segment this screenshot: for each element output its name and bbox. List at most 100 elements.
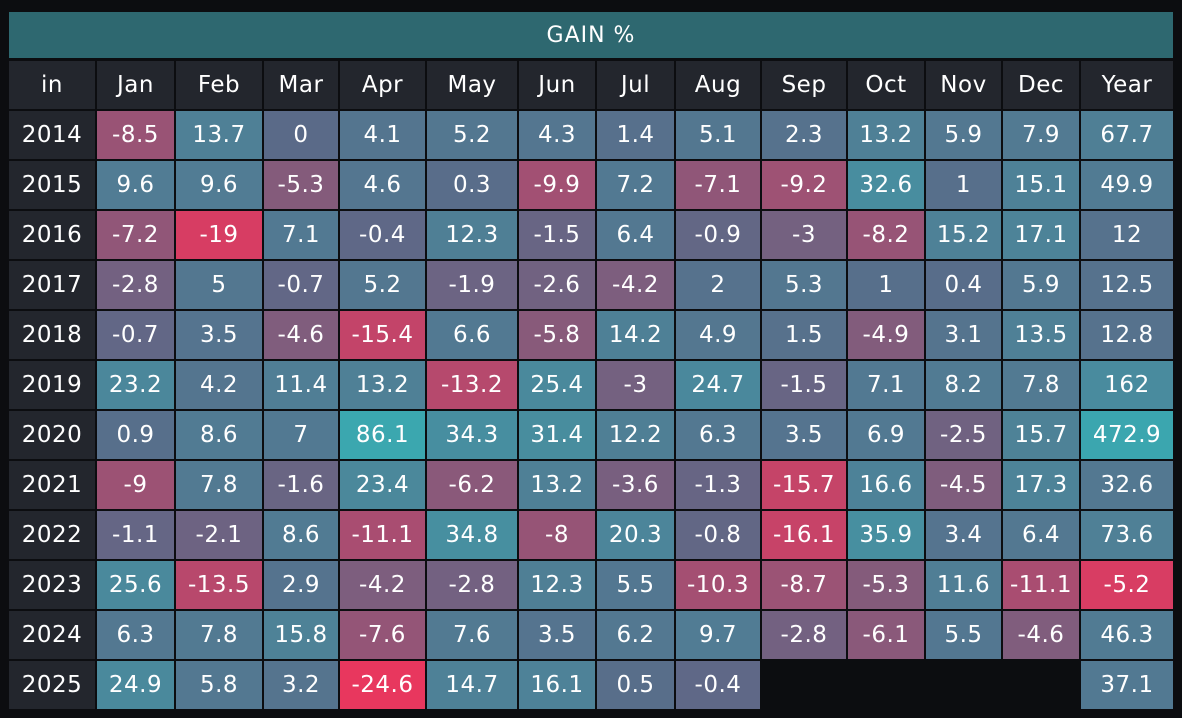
heatmap-cell: 16.1 bbox=[519, 661, 595, 709]
year-total-cell: 46.3 bbox=[1081, 611, 1173, 659]
heatmap-cell: -7.1 bbox=[676, 161, 760, 209]
heatmap-cell: 5.2 bbox=[427, 111, 517, 159]
heatmap-cell: 1 bbox=[848, 261, 924, 309]
column-header: Jul bbox=[597, 61, 674, 109]
heatmap-cell: 25.4 bbox=[519, 361, 595, 409]
heatmap-cell: 6.3 bbox=[97, 611, 174, 659]
year-total-cell: 472.9 bbox=[1081, 411, 1173, 459]
heatmap-cell: 6.6 bbox=[427, 311, 517, 359]
corner-label: in bbox=[9, 61, 95, 109]
heatmap-cell: -3.6 bbox=[597, 461, 674, 509]
heatmap-cell: -0.4 bbox=[340, 211, 425, 259]
heatmap-cell: 8.6 bbox=[264, 511, 338, 559]
row-year-label: 2023 bbox=[9, 561, 95, 609]
heatmap-cell: 1.4 bbox=[597, 111, 674, 159]
heatmap-cell: -2.5 bbox=[926, 411, 1001, 459]
row-year-label: 2018 bbox=[9, 311, 95, 359]
heatmap-cell: 34.3 bbox=[427, 411, 517, 459]
heatmap-cell: -1.5 bbox=[519, 211, 595, 259]
heatmap-cell: -16.1 bbox=[762, 511, 846, 559]
chart-title: GAIN % bbox=[9, 12, 1173, 58]
heatmap-cell: 23.2 bbox=[97, 361, 174, 409]
heatmap-cell: 4.9 bbox=[676, 311, 760, 359]
heatmap-cell: 7.9 bbox=[1003, 111, 1079, 159]
heatmap-cell: 7.1 bbox=[264, 211, 338, 259]
heatmap-cell: 14.7 bbox=[427, 661, 517, 709]
heatmap-cell: 0.5 bbox=[597, 661, 674, 709]
heatmap-cell: 7.8 bbox=[176, 611, 262, 659]
heatmap-cell: 2.9 bbox=[264, 561, 338, 609]
heatmap-cell: 1 bbox=[926, 161, 1001, 209]
heatmap-cell: 7 bbox=[264, 411, 338, 459]
year-total-cell: 162 bbox=[1081, 361, 1173, 409]
row-year-label: 2014 bbox=[9, 111, 95, 159]
heatmap-cell: -4.6 bbox=[264, 311, 338, 359]
heatmap-cell: 17.3 bbox=[1003, 461, 1079, 509]
heatmap-cell: 15.1 bbox=[1003, 161, 1079, 209]
heatmap-cell: 23.4 bbox=[340, 461, 425, 509]
heatmap-cell: -9.2 bbox=[762, 161, 846, 209]
row-year-label: 2024 bbox=[9, 611, 95, 659]
heatmap-cell: -15.7 bbox=[762, 461, 846, 509]
heatmap-cell: 9.6 bbox=[176, 161, 262, 209]
heatmap-cell: 15.2 bbox=[926, 211, 1001, 259]
year-total-cell: 12.8 bbox=[1081, 311, 1173, 359]
heatmap-cell: 6.2 bbox=[597, 611, 674, 659]
heatmap-cell: -0.7 bbox=[97, 311, 174, 359]
heatmap-cell: 13.5 bbox=[1003, 311, 1079, 359]
heatmap-cell: -2.8 bbox=[97, 261, 174, 309]
column-header: Mar bbox=[264, 61, 338, 109]
heatmap-cell: 11.6 bbox=[926, 561, 1001, 609]
heatmap-cell: -4.9 bbox=[848, 311, 924, 359]
heatmap-cell: 5.9 bbox=[926, 111, 1001, 159]
heatmap-cell: -4.2 bbox=[597, 261, 674, 309]
heatmap-cell: -2.6 bbox=[519, 261, 595, 309]
heatmap-cell: 0.9 bbox=[97, 411, 174, 459]
heatmap-cell: 0.4 bbox=[926, 261, 1001, 309]
heatmap-cell: 6.9 bbox=[848, 411, 924, 459]
year-total-cell: 12.5 bbox=[1081, 261, 1173, 309]
heatmap-cell: 7.8 bbox=[176, 461, 262, 509]
heatmap-cell: 3.2 bbox=[264, 661, 338, 709]
heatmap-cell: 16.6 bbox=[848, 461, 924, 509]
heatmap-cell: 8.2 bbox=[926, 361, 1001, 409]
heatmap-cell: -0.7 bbox=[264, 261, 338, 309]
heatmap-cell: 5 bbox=[176, 261, 262, 309]
heatmap-cell: 17.1 bbox=[1003, 211, 1079, 259]
heatmap-cell: 0 bbox=[264, 111, 338, 159]
heatmap-cell: 9.7 bbox=[676, 611, 760, 659]
heatmap-cell: 35.9 bbox=[848, 511, 924, 559]
heatmap-cell: -9.9 bbox=[519, 161, 595, 209]
heatmap-cell: -4.2 bbox=[340, 561, 425, 609]
heatmap-cell: -13.5 bbox=[176, 561, 262, 609]
heatmap-cell: -4.5 bbox=[926, 461, 1001, 509]
heatmap-cell: 6.3 bbox=[676, 411, 760, 459]
heatmap-cell: -8.2 bbox=[848, 211, 924, 259]
heatmap-cell: 3.1 bbox=[926, 311, 1001, 359]
heatmap-cell: -6.2 bbox=[427, 461, 517, 509]
heatmap-cell: -0.8 bbox=[676, 511, 760, 559]
heatmap-cell: 7.6 bbox=[427, 611, 517, 659]
heatmap-cell: -11.1 bbox=[1003, 561, 1079, 609]
heatmap-cell: -0.4 bbox=[676, 661, 760, 709]
heatmap-cell: 13.2 bbox=[340, 361, 425, 409]
heatmap-cell: -6.1 bbox=[848, 611, 924, 659]
heatmap-cell: -2.8 bbox=[762, 611, 846, 659]
column-header: Jan bbox=[97, 61, 174, 109]
heatmap-cell: 15.7 bbox=[1003, 411, 1079, 459]
heatmap-cell: -1.5 bbox=[762, 361, 846, 409]
heatmap-cell: 13.2 bbox=[848, 111, 924, 159]
row-year-label: 2019 bbox=[9, 361, 95, 409]
heatmap-cell: -7.2 bbox=[97, 211, 174, 259]
row-year-label: 2022 bbox=[9, 511, 95, 559]
heatmap-cell: -8.5 bbox=[97, 111, 174, 159]
heatmap-cell: -2.8 bbox=[427, 561, 517, 609]
heatmap-cell: 4.1 bbox=[340, 111, 425, 159]
row-year-label: 2025 bbox=[9, 661, 95, 709]
year-total-cell: 67.7 bbox=[1081, 111, 1173, 159]
heatmap-cell: 2 bbox=[676, 261, 760, 309]
heatmap-cell: -19 bbox=[176, 211, 262, 259]
column-header: May bbox=[427, 61, 517, 109]
heatmap-cell: -9 bbox=[97, 461, 174, 509]
